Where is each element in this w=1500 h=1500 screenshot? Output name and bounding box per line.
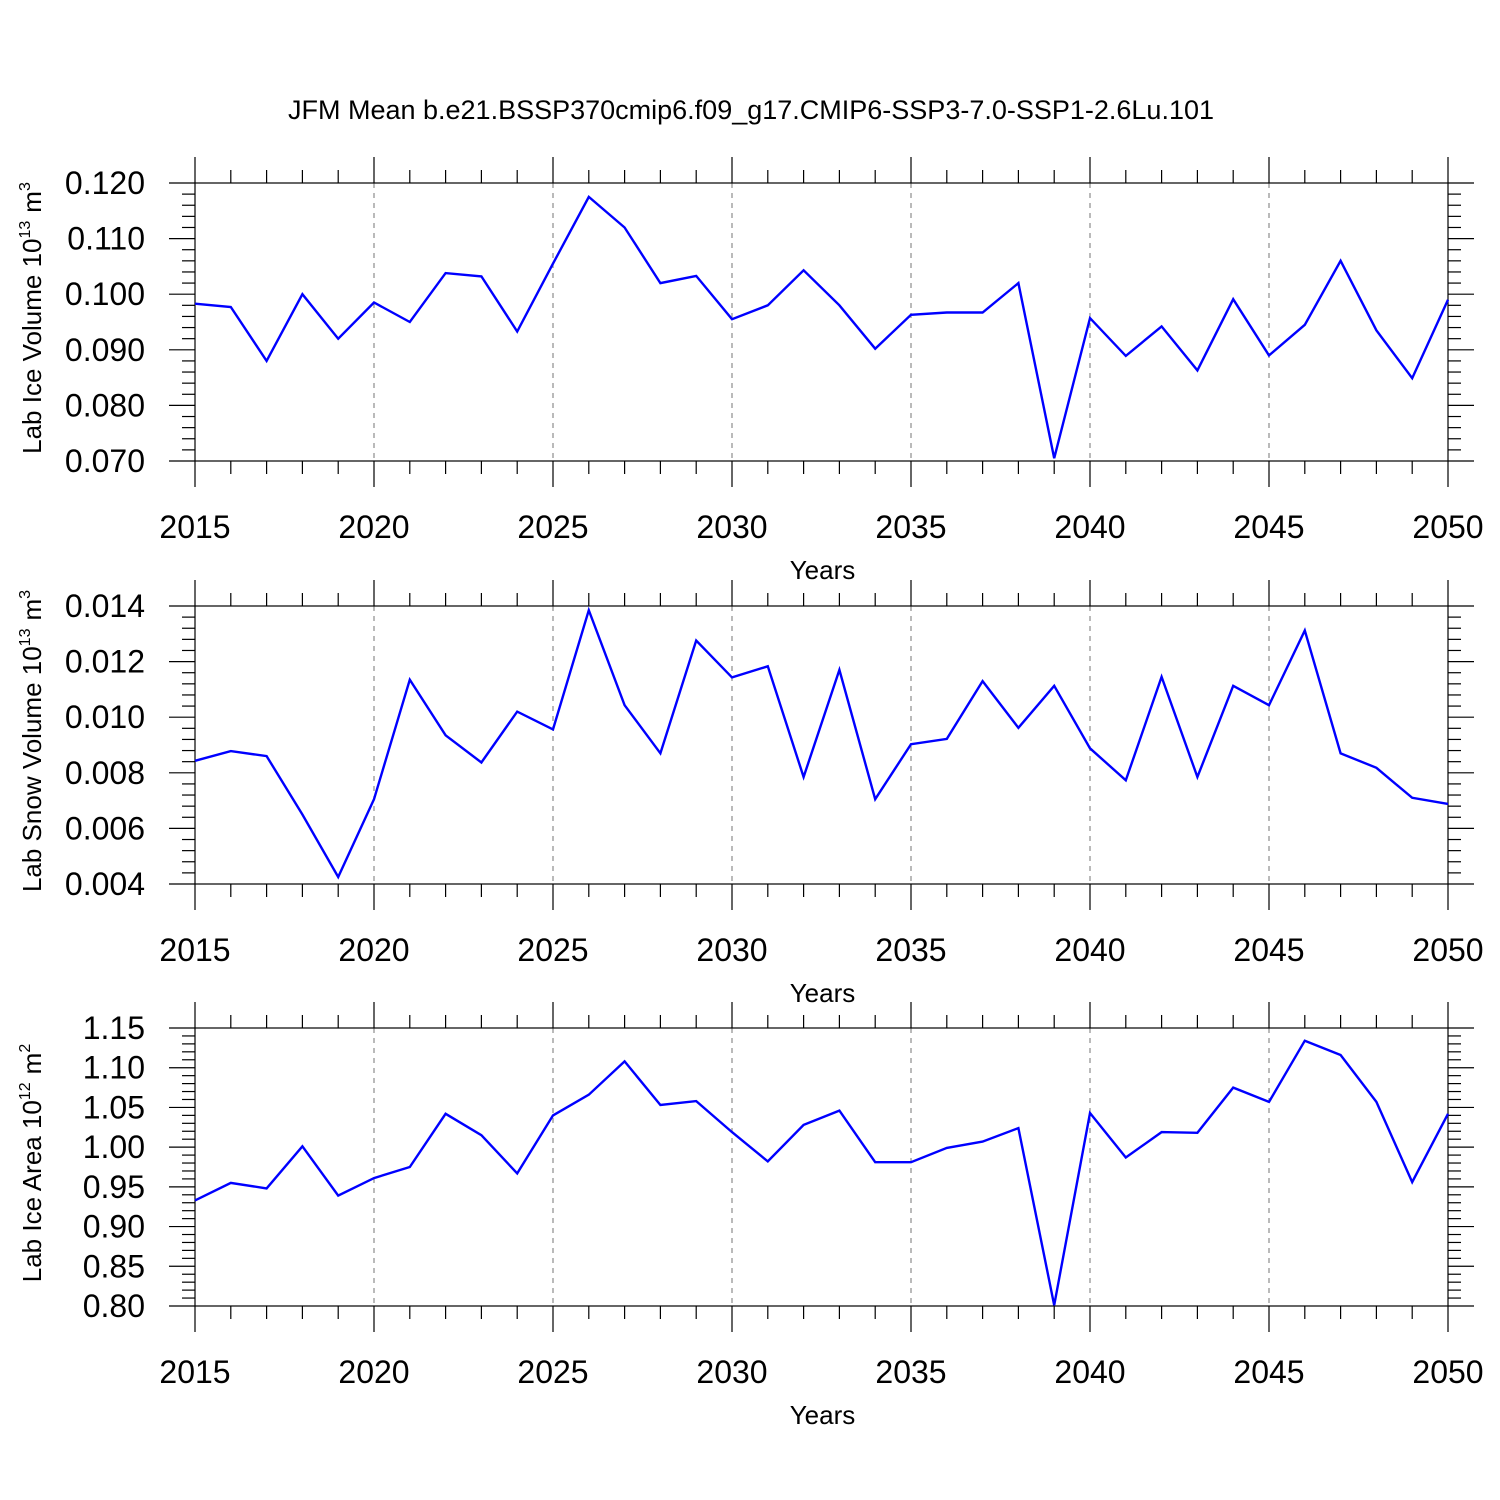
chart-panel-snow-volume: 0.004 0.006 0.008 0.010 0.012 0.014 2015 2020 20… (17, 580, 1484, 1008)
y-axis-label: Lab Ice Area 1012 m2 (17, 1044, 47, 1283)
x-tick-label: 2040 (1054, 932, 1125, 968)
x-axis-label: Years (790, 1400, 856, 1430)
y-axis-label-unit-exponent: 3 (17, 590, 34, 599)
y-tick-label: 0.90 (83, 1209, 145, 1245)
x-tick-label: 2025 (517, 1354, 588, 1390)
y-axis-label-exponent: 13 (17, 628, 34, 646)
x-tick-label: 2040 (1054, 1354, 1125, 1390)
y-axis-label-exponent: 13 (17, 221, 34, 239)
chart-panel-ice-volume: 0.070 0.080 0.090 0.100 0.110 0.120 2015 2020 20… (17, 157, 1484, 585)
y-axis-label-text: Lab Ice Area 10 (17, 1100, 47, 1282)
series-line-ice-volume (194, 195, 1450, 459)
x-tick-label: 2045 (1233, 509, 1304, 545)
x-tick-label: 2040 (1054, 509, 1125, 545)
y-axis-label-unit: m (17, 1053, 47, 1075)
y-tick-label: 0.85 (83, 1248, 145, 1284)
y-tick-label: 1.10 (83, 1050, 145, 1086)
series-line-snow-volume (194, 606, 1449, 880)
x-tick-label: 2035 (875, 509, 946, 545)
y-axis-label-unit-exponent: 2 (17, 1044, 34, 1053)
y-axis-label-unit: m (17, 191, 47, 213)
x-tick-label: 2025 (517, 509, 588, 545)
y-tick-label: 0.100 (65, 276, 145, 312)
plot-frame (194, 605, 1449, 885)
x-tick-label: 2050 (1412, 509, 1483, 545)
x-tick-label: 2045 (1233, 932, 1304, 968)
x-tick-label: 2030 (696, 509, 767, 545)
y-axis-label: Lab Ice Volume 1013 m3 (17, 182, 47, 454)
figure-title: JFM Mean b.e21.BSSP370cmip6.f09_g17.CMIP… (288, 95, 1214, 125)
x-tick-label: 2035 (875, 932, 946, 968)
x-tick-label: 2030 (696, 932, 767, 968)
y-tick-label: 0.090 (65, 332, 145, 368)
y-tick-label: 0.012 (65, 644, 145, 680)
y-tick-label: 1.00 (83, 1129, 145, 1165)
x-tick-label: 2020 (338, 932, 409, 968)
x-tick-label: 2020 (338, 509, 409, 545)
x-tick-label: 2030 (696, 1354, 767, 1390)
y-tick-label: 0.95 (83, 1169, 145, 1205)
x-tick-label: 2035 (875, 1354, 946, 1390)
y-axis-label-unit-exponent: 3 (17, 182, 34, 191)
chart-panel-ice-area: 0.80 0.850.90 0.95 1.00 1.051.10 1.15 2015 2020… (17, 1002, 1484, 1430)
y-axis-label-exponent: 12 (17, 1082, 34, 1100)
y-tick-label: 0.008 (65, 755, 145, 791)
y-tick-label: 0.004 (65, 866, 145, 902)
y-tick-label: 1.15 (83, 1010, 145, 1046)
y-axis-label: Lab Snow Volume 1013 m3 (17, 590, 47, 892)
y-tick-label: 0.80 (83, 1288, 145, 1324)
x-tick-label: 2045 (1233, 1354, 1304, 1390)
y-axis-label-text: Lab Snow Volume 10 (17, 646, 47, 892)
y-tick-label: 0.010 (65, 699, 145, 735)
y-tick-label: 0.006 (65, 810, 145, 846)
series-line-ice-area (194, 1039, 1450, 1306)
plot-frame (194, 1027, 1449, 1307)
x-tick-label: 2015 (159, 509, 230, 545)
plot-frame (194, 182, 1449, 462)
x-tick-label: 2050 (1412, 1354, 1483, 1390)
x-axis-label: Years (790, 555, 856, 585)
y-tick-label: 1.05 (83, 1089, 145, 1125)
x-tick-label: 2015 (159, 1354, 230, 1390)
y-tick-label: 0.070 (65, 443, 145, 479)
x-axis-label: Years (790, 978, 856, 1008)
y-tick-label: 0.080 (65, 387, 145, 423)
x-tick-label: 2050 (1412, 932, 1483, 968)
y-tick-label: 0.014 (65, 588, 145, 624)
x-tick-label: 2020 (338, 1354, 409, 1390)
x-tick-label: 2025 (517, 932, 588, 968)
y-axis-label-text: Lab Ice Volume 10 (17, 238, 47, 453)
y-tick-label: 0.110 (67, 221, 145, 257)
x-tick-label: 2015 (159, 932, 230, 968)
y-axis-label-unit: m (17, 599, 47, 621)
y-tick-label: 0.120 (65, 165, 145, 201)
